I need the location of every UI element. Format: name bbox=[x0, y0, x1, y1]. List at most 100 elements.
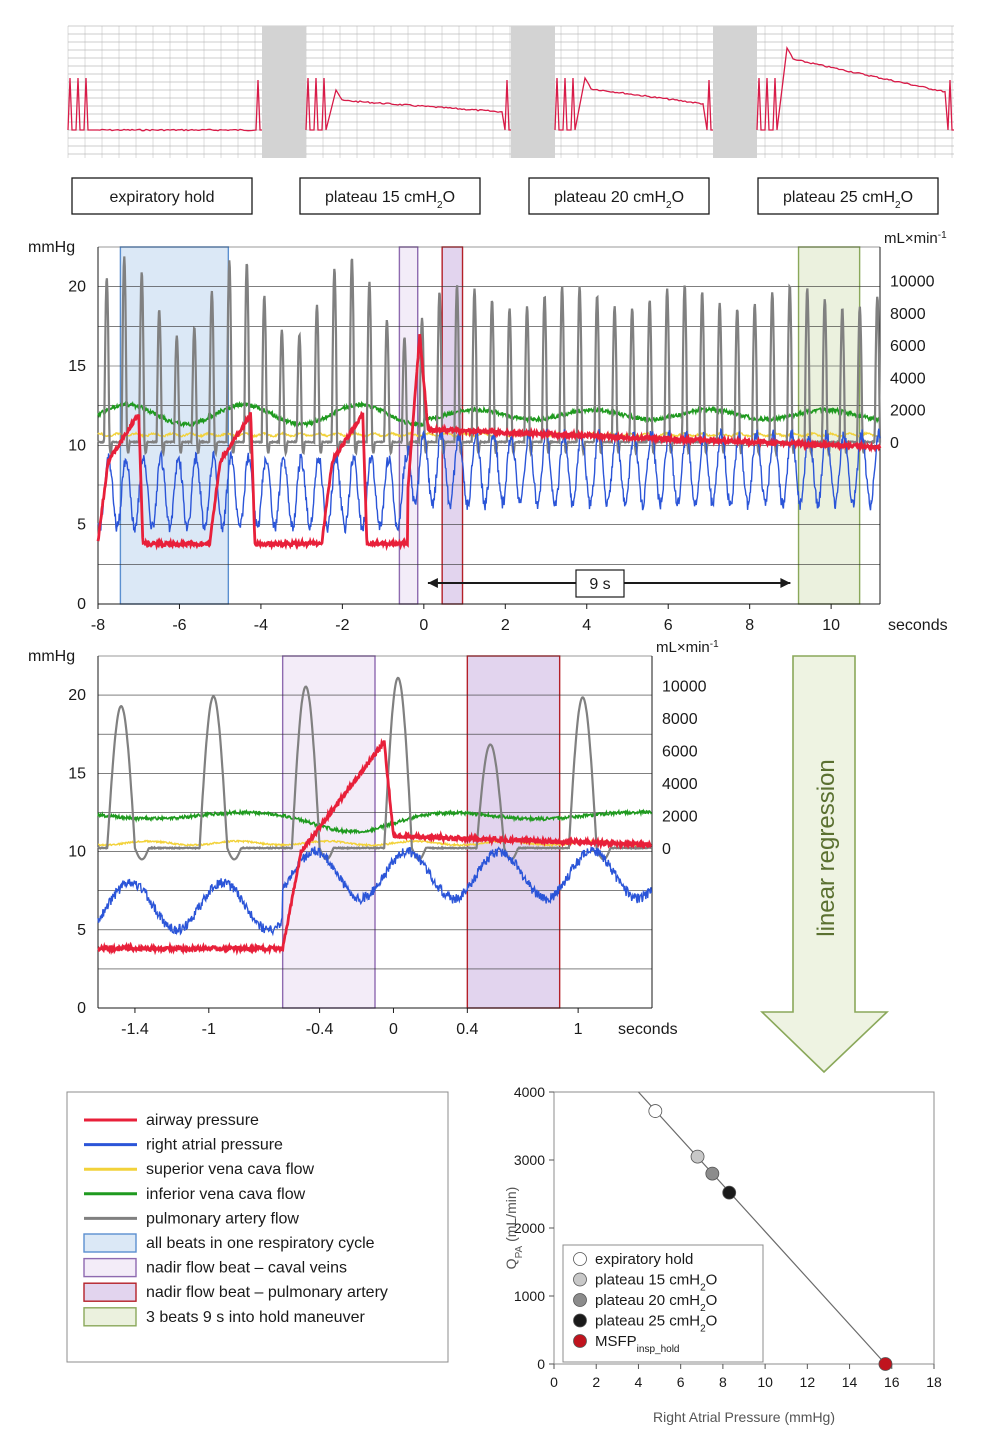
legend-box-swatch bbox=[83, 1257, 137, 1278]
legend-label: nadir flow beat – pulmonary artery bbox=[146, 1284, 388, 1301]
legend-label: 3 beats 9 s into hold maneuver bbox=[146, 1309, 365, 1326]
arrowhead-right bbox=[780, 578, 791, 588]
right-tick-label: 2000 bbox=[890, 403, 926, 420]
right-tick-label: 8000 bbox=[662, 711, 698, 728]
middle-waveform-panel: 20151050mmHg1000080006000400020000mL×min… bbox=[28, 639, 719, 1039]
nine-second-label: 9 s bbox=[589, 576, 610, 593]
right-tick-label: 4000 bbox=[662, 776, 698, 793]
scatter-legend-frame bbox=[562, 1244, 764, 1363]
x-tick-label: -0.4 bbox=[306, 1021, 334, 1038]
scatter-y-axis-label: QPA (mL/min) bbox=[503, 1187, 525, 1270]
scatter-x-tick-label: 0 bbox=[550, 1374, 558, 1390]
scatter-point bbox=[690, 1149, 705, 1164]
scatter-point bbox=[878, 1357, 893, 1371]
right-tick-label: 8000 bbox=[890, 306, 926, 323]
legend-label: airway pressure bbox=[146, 1112, 259, 1129]
x-tick-label: 10 bbox=[822, 617, 840, 634]
scatter-x-tick-label: 6 bbox=[677, 1374, 685, 1390]
scatter-x-tick-label: 4 bbox=[635, 1374, 643, 1390]
scatter-y-tick-label: 2000 bbox=[514, 1220, 545, 1236]
strip-gap bbox=[713, 26, 757, 158]
x-tick-label: 6 bbox=[664, 617, 673, 634]
scatter-legend-label: plateau 15 cmH2O bbox=[595, 1272, 717, 1294]
ivc-flow-trace bbox=[97, 808, 653, 836]
strip-pressure-trace bbox=[305, 77, 511, 131]
scatter-point bbox=[722, 1185, 737, 1200]
airway-pressure-trace bbox=[96, 334, 882, 552]
legend-box-swatch bbox=[83, 1282, 137, 1302]
x-tick-label: 4 bbox=[582, 617, 591, 634]
scatter-point bbox=[705, 1166, 720, 1181]
linear-regression-arrow: linear regression bbox=[760, 655, 889, 1074]
legend-label: all beats in one respiratory cycle bbox=[146, 1235, 375, 1252]
strip-label: expiratory hold bbox=[110, 189, 215, 206]
svc-flow-trace bbox=[98, 838, 652, 848]
scatter-legend-marker bbox=[573, 1334, 587, 1348]
legend-label: inferior vena cava flow bbox=[146, 1186, 306, 1203]
x-tick-label: 0 bbox=[389, 1021, 398, 1038]
left-tick-label: 0 bbox=[77, 596, 86, 613]
scatter-x-tick-label: 14 bbox=[842, 1374, 858, 1390]
legend-label: nadir flow beat – caval veins bbox=[146, 1260, 347, 1277]
left-unit-label: mmHg bbox=[28, 239, 75, 256]
x-tick-label: 0.4 bbox=[456, 1021, 478, 1038]
left-tick-label: 15 bbox=[68, 358, 86, 375]
right-tick-label: 6000 bbox=[890, 338, 926, 355]
right-tick-label: 10000 bbox=[890, 274, 935, 291]
x-tick-label: -1.4 bbox=[121, 1021, 149, 1038]
regression-arrow-shape bbox=[760, 655, 889, 1074]
x-tick-label: -8 bbox=[91, 617, 105, 634]
strip-gap bbox=[262, 26, 306, 158]
regression-scatter-chart: 0 2 4 6 8 10 12 14 16 18 0 1000 2000 3000 4000 Right At… bbox=[503, 1084, 942, 1425]
right-tick-label: 10000 bbox=[662, 679, 707, 696]
x-tick-label: 2 bbox=[501, 617, 510, 634]
legend-box-swatch bbox=[83, 1233, 137, 1253]
strip-pressure-trace bbox=[67, 77, 262, 132]
scatter-y-tick-label: 3000 bbox=[514, 1152, 545, 1168]
strip-pressure-trace bbox=[554, 76, 713, 131]
regression-arrow-label: linear regression bbox=[813, 759, 840, 936]
strip-label: plateau 20 cmH2O bbox=[554, 189, 684, 211]
airway-pressure-trace bbox=[97, 737, 653, 956]
scatter-legend-label: plateau 25 cmH2O bbox=[595, 1313, 717, 1335]
regression-line bbox=[638, 1091, 886, 1365]
x-tick-label: -4 bbox=[254, 617, 268, 634]
x-tick-label: -6 bbox=[172, 617, 186, 634]
scatter-x-tick-label: 16 bbox=[884, 1374, 900, 1390]
strip-label-box bbox=[757, 177, 939, 215]
scatter-legend-marker bbox=[573, 1272, 587, 1287]
left-unit-label: mmHg bbox=[28, 648, 75, 665]
x-tick-label: -1 bbox=[202, 1021, 216, 1038]
pa-flow-trace bbox=[97, 676, 653, 861]
left-tick-label: 10 bbox=[68, 844, 86, 861]
strip-label-box bbox=[71, 177, 253, 215]
scatter-y-tick-label: 0 bbox=[537, 1356, 545, 1372]
scatter-y-tick-label: 1000 bbox=[514, 1288, 545, 1304]
ecg-pressure-strip: expiratory hold plateau 15 cmH2O plateau 2… bbox=[67, 25, 954, 215]
x-unit-label: seconds bbox=[888, 617, 948, 634]
legend-label: superior vena cava flow bbox=[146, 1161, 315, 1178]
left-tick-label: 5 bbox=[77, 517, 86, 534]
right-tick-label: 0 bbox=[890, 435, 899, 452]
scatter-legend-label: expiratory hold bbox=[595, 1251, 693, 1268]
strip-label: plateau 15 cmH2O bbox=[325, 189, 455, 211]
strip-label: plateau 25 cmH2O bbox=[783, 189, 913, 211]
right-tick-label: 4000 bbox=[890, 370, 926, 387]
x-unit-label: seconds bbox=[618, 1021, 678, 1038]
strip-pressure-trace bbox=[756, 46, 954, 131]
legend-label: right atrial pressure bbox=[146, 1137, 283, 1154]
x-tick-label: 1 bbox=[574, 1021, 583, 1038]
left-tick-label: 0 bbox=[77, 1000, 86, 1017]
trace-legend: airway pressure right atrial pressure supe… bbox=[66, 1091, 449, 1363]
top-waveform-panel: 20151050mmHg1000080006000400020000mL×min… bbox=[28, 230, 948, 635]
scatter-y-tick-label: 4000 bbox=[514, 1084, 545, 1100]
scatter-x-tick-label: 2 bbox=[592, 1374, 600, 1390]
arrowhead-left bbox=[427, 578, 438, 588]
legend-label: pulmonary artery flow bbox=[146, 1210, 299, 1227]
scatter-legend-marker bbox=[573, 1313, 587, 1328]
ra-pressure-trace bbox=[97, 845, 653, 937]
scatter-x-tick-label: 8 bbox=[719, 1374, 727, 1390]
left-tick-label: 15 bbox=[68, 765, 86, 782]
ra-pressure-trace bbox=[97, 427, 881, 535]
